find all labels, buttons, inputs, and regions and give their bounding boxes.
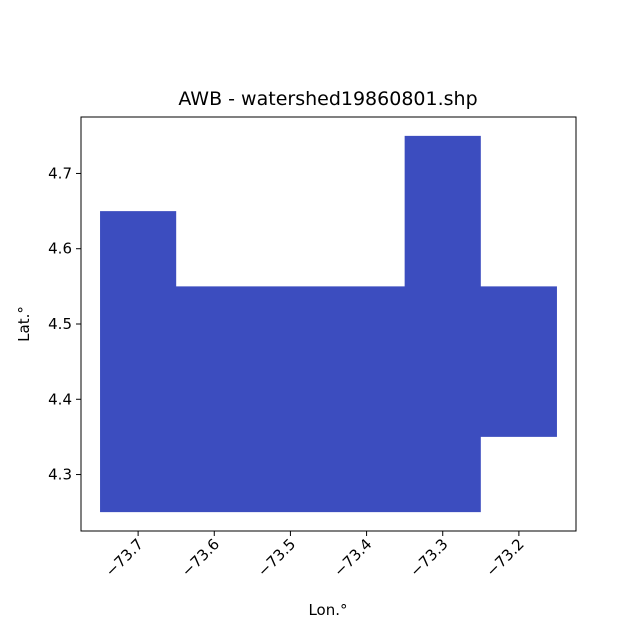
x-tick-label-2: −73.5 (254, 535, 299, 580)
y-tick-label-2: 4.5 (48, 315, 72, 333)
x-axis-label: Lon.° (308, 601, 347, 619)
y-tick-label-3: 4.6 (48, 240, 72, 258)
x-tick-label-5: −73.2 (482, 535, 527, 580)
plot-area: −73.7 −73.6 −73.5 −73.4 −73.3 −73.2 4.3 4.4 4.5 4… (48, 116, 577, 580)
watershed-polygon (100, 135, 557, 513)
y-tick-label-4: 4.7 (48, 164, 72, 182)
y-tick-label-0: 4.3 (48, 466, 72, 484)
chart-title: AWB - watershed19860801.shp (178, 88, 477, 110)
x-tick-label-4: −73.3 (406, 535, 451, 580)
y-axis-label: Lat.° (15, 306, 33, 342)
x-tick-label-3: −73.4 (330, 535, 375, 580)
x-tick-label-1: −73.6 (178, 535, 223, 580)
y-tick-label-1: 4.4 (48, 390, 72, 408)
x-tick-label-0: −73.7 (102, 535, 147, 580)
